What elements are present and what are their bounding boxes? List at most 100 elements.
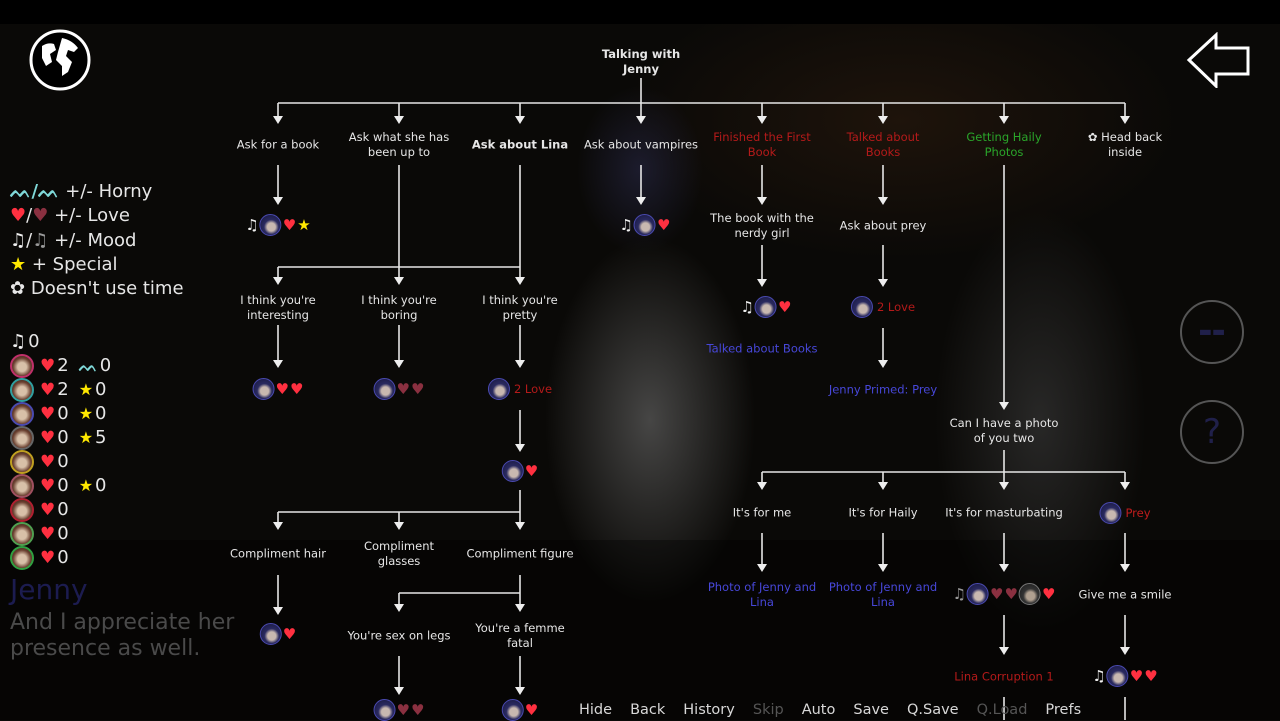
love-value: 2 <box>57 355 69 376</box>
quick-menu-save[interactable]: Save <box>853 702 889 718</box>
effect-text: 2 Love <box>513 382 553 396</box>
character-avatar <box>373 378 396 400</box>
character-avatar <box>252 378 275 400</box>
arrowhead <box>515 444 525 452</box>
effects-vampires: ♫ ♥ <box>619 214 670 236</box>
choice-sex-on-legs: You're sex on legs <box>347 628 451 643</box>
heart-icon: ♥ <box>40 356 56 376</box>
character-avatar <box>10 426 34 450</box>
arrowhead <box>394 360 404 368</box>
heart-icon: ♥ <box>275 380 289 398</box>
req-prey: Prey <box>1099 502 1151 524</box>
music-icon: ♫ <box>10 229 27 251</box>
love-value: 0 <box>57 523 69 544</box>
broken-music-icon: ♫ <box>32 229 49 251</box>
broken-heart-icon: ♥ <box>396 701 410 719</box>
legend: ᨓ/ᨓ +/- Horny ♥/♥ +/- Love ♫/♫ +/- Mood … <box>10 180 184 301</box>
req-finished-book: Finished the First Book <box>713 130 811 159</box>
broken-heart-icon: ♥ <box>411 380 425 398</box>
arrowhead <box>515 522 525 530</box>
arrowhead <box>515 687 525 695</box>
quick-menu: Hide Back History Skip Auto Save Q.Save Q.Load P… <box>570 702 1090 718</box>
character-avatar <box>10 402 34 426</box>
choice-smile: Give me a smile <box>1078 587 1172 602</box>
love-value: 0 <box>57 427 69 448</box>
heart-icon: ♥ <box>778 298 792 316</box>
flag-lina-corruption: Lina Corruption 1 <box>954 669 1054 684</box>
character-avatar <box>259 214 282 236</box>
heart-icon: ♥ <box>10 205 27 227</box>
quick-menu-prefs[interactable]: Prefs <box>1045 702 1082 718</box>
arrowhead <box>1120 482 1130 490</box>
legend-special: ★ + Special <box>10 253 184 277</box>
character-avatar <box>10 522 34 546</box>
love-value: 0 <box>57 475 69 496</box>
character-stats: ♫ 0 ♥ 2 ᨓ 0 ♥ 2 ★ 0 ♥ 0 ★ 0 ♥ 0 ★ 5 ♥ 0 ♥ 0 ★ 0 ♥ 0 ♥ 0 ♥ 0 <box>10 330 111 570</box>
character-stat-row: ♥ 2 ★ 0 <box>10 378 111 402</box>
arrowhead <box>394 522 404 530</box>
legend-label: +/- Love <box>54 205 130 227</box>
arrowhead <box>394 687 404 695</box>
heart-icon: ♥ <box>282 216 297 234</box>
arrowhead <box>757 197 767 205</box>
quick-menu-hide[interactable]: Hide <box>579 702 613 718</box>
legend-love: ♥/♥ +/- Love <box>10 205 130 227</box>
arrowhead <box>878 482 888 490</box>
heart-icon: ♥ <box>1144 667 1158 685</box>
globe-map-icon[interactable] <box>28 28 92 92</box>
quick-menu-q-save[interactable]: Q.Save <box>906 702 959 718</box>
stats-button[interactable]: ▬▬ <box>1180 300 1244 364</box>
horny-icon: ᨓ <box>78 356 98 375</box>
music-icon: ♫ <box>245 216 259 234</box>
stats-icon: ▬▬ <box>1198 324 1226 340</box>
arrowhead <box>273 116 283 124</box>
quick-menu-auto[interactable]: Auto <box>801 702 836 718</box>
arrowhead <box>394 277 404 285</box>
extra-value: 0 <box>95 379 107 400</box>
character-stat-row: ♥ 0 <box>10 546 111 570</box>
character-avatar <box>373 699 396 721</box>
choice-femme-fatal: You're a femme fatal <box>475 621 565 650</box>
arrowhead <box>757 279 767 287</box>
character-avatar <box>501 699 524 721</box>
dialogue-text: And I appreciate her presence as well. <box>10 610 235 661</box>
character-avatar <box>10 378 34 402</box>
character-avatar <box>10 450 34 474</box>
star-icon: ★ <box>78 380 94 399</box>
music-icon: ♫ <box>619 216 633 234</box>
arrowhead <box>515 604 525 612</box>
heart-icon: ♥ <box>40 500 56 520</box>
heart-icon: ♥ <box>40 380 56 400</box>
top-bar <box>0 0 1280 24</box>
effects-femme-fatal: ♥ <box>501 699 538 721</box>
character-avatar <box>10 546 34 570</box>
time-icon: ✿ <box>1087 130 1098 144</box>
speaker-name: Jenny <box>10 573 88 606</box>
back-arrow-icon[interactable] <box>1186 32 1252 88</box>
arrowhead <box>878 360 888 368</box>
love-value: 0 <box>57 451 69 472</box>
horny-icon: ᨓ/ᨓ <box>10 181 60 202</box>
legend-label: +/- Horny <box>65 181 153 202</box>
music-icon: ♫ <box>10 331 27 352</box>
flag-talked-books: Talked about Books <box>706 341 818 356</box>
legend-label: Doesn't use time <box>30 278 184 300</box>
character-avatar <box>10 354 34 378</box>
mood-value: 0 <box>28 331 40 352</box>
arrowhead <box>515 116 525 124</box>
help-button[interactable]: ? <box>1180 400 1244 464</box>
choice-boring: I think you're boring <box>361 293 437 322</box>
heart-icon: ♥ <box>40 404 56 424</box>
quick-menu-back[interactable]: Back <box>630 702 666 718</box>
star-icon: ★ <box>78 476 94 495</box>
choice-photo-two: Can I have a photo of you two <box>949 416 1059 445</box>
heart-icon: ♥ <box>290 380 304 398</box>
arrowhead <box>273 360 283 368</box>
character-avatar <box>1099 502 1122 524</box>
character-avatar <box>1018 583 1041 605</box>
effects-sex-on-legs: ♥ ♥ <box>373 699 424 721</box>
choice-compliment-glasses: Compliment glasses <box>363 539 435 568</box>
quick-menu-history[interactable]: History <box>683 702 735 718</box>
arrowhead <box>515 360 525 368</box>
